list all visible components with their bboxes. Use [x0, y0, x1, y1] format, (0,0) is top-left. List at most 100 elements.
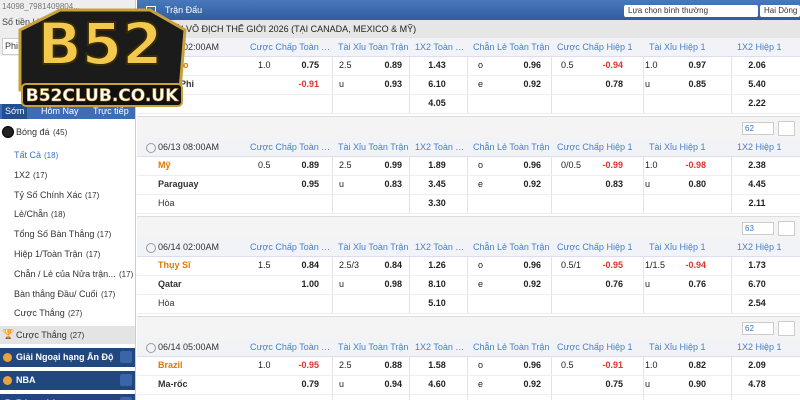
section[interactable]: Giải Ngoại hạng Ấn Độ [16, 352, 114, 362]
tab[interactable]: Trực tiếp [93, 106, 129, 116]
odds-cell[interactable]: 0.92 [523, 179, 541, 189]
menu-count: (17) [85, 190, 100, 200]
logo-title: B52 [38, 10, 163, 78]
tab[interactable]: Sớm [2, 104, 28, 119]
odds-cell[interactable]: 1.73 [748, 260, 766, 270]
team[interactable]: Hòa [158, 198, 175, 208]
highlight[interactable]: Cược Thắng [16, 330, 67, 340]
odds-cell[interactable]: 3.45 [428, 179, 446, 189]
odds-cell[interactable]: 0.88 [384, 360, 402, 370]
odds-cell[interactable]: 1.58 [428, 360, 446, 370]
odds-cell[interactable]: 0.92 [523, 379, 541, 389]
odds-cell[interactable]: 5.40 [748, 79, 766, 89]
menu-item[interactable]: Hiệp 1/Toàn Trận [14, 249, 83, 259]
row-line [137, 213, 800, 214]
odds-cell[interactable]: 8.10 [428, 279, 446, 289]
odds-cell[interactable]: 0.90 [688, 379, 706, 389]
odds-cell[interactable]: 4.60 [428, 379, 446, 389]
odds-cell[interactable]: 0.75 [301, 60, 319, 70]
odds-cell[interactable]: 0.83 [384, 179, 402, 189]
odds-cell[interactable]: 6.70 [748, 279, 766, 289]
team[interactable]: Paraguay [158, 179, 199, 189]
menu-item[interactable]: 1X2 [14, 169, 31, 180]
odds-cell[interactable]: 0.96 [523, 60, 541, 70]
odds-cell[interactable]: 0.96 [523, 360, 541, 370]
odds-cell[interactable]: 0.97 [688, 60, 706, 70]
odds-cell[interactable]: 1.26 [428, 260, 446, 270]
odds-cell[interactable]: 1.43 [428, 60, 446, 70]
menu-item[interactable]: Cược Thắng [14, 308, 65, 319]
odds-cell[interactable]: 4.45 [748, 179, 766, 189]
odds-cell[interactable]: 6.10 [428, 79, 446, 89]
odds-cell[interactable]: 0.95 [301, 179, 319, 189]
menu-item[interactable]: Chẵn / Lẻ của Nửa trận... [14, 268, 116, 279]
odds-cell[interactable]: 0.92 [523, 279, 541, 289]
odds-cell[interactable]: 0.93 [384, 79, 402, 89]
trophy: 🏆 [2, 329, 15, 340]
odds-cell[interactable]: 0.79 [301, 379, 319, 389]
odds-cell[interactable]: 0.76 [688, 279, 706, 289]
odds-cell[interactable]: 0.75 [605, 379, 623, 389]
team[interactable]: Hòa [158, 298, 175, 308]
odds-cell: 0.5 [561, 360, 574, 370]
select[interactable]: Lựa chọn bình thường [624, 5, 758, 17]
odds-cell[interactable]: 0.76 [605, 279, 623, 289]
odds-cell[interactable]: 0.82 [688, 360, 706, 370]
select[interactable]: Hai Dòng [760, 5, 800, 17]
odds-cell[interactable]: -0.94 [602, 60, 623, 70]
odds-cell[interactable]: -0.91 [298, 79, 319, 89]
menu-item[interactable]: Tỷ Số Chính Xác [14, 189, 83, 200]
odds-cell[interactable]: 2.54 [748, 298, 766, 308]
odds-cell[interactable]: 0.89 [384, 60, 402, 70]
odds-cell[interactable]: 2.11 [748, 198, 766, 208]
more-select[interactable]: 62 [742, 122, 774, 135]
odds-cell[interactable]: 2.38 [748, 160, 766, 170]
odds-cell[interactable]: 2.09 [748, 360, 766, 370]
sport[interactable]: Bóng đá [16, 127, 50, 137]
odds-cell[interactable]: 0.89 [301, 160, 319, 170]
team[interactable]: Ma-rốc [158, 379, 188, 389]
menu-item[interactable]: Tổng Số Bàn Thắng [14, 229, 95, 240]
odds-cell[interactable]: 0.80 [688, 179, 706, 189]
more-select[interactable]: 62 [742, 322, 774, 335]
odds-cell[interactable]: 0.92 [523, 79, 541, 89]
odds-cell[interactable]: 1.00 [301, 279, 319, 289]
odds-cell[interactable]: 5.10 [428, 298, 446, 308]
team[interactable]: Qatar [158, 279, 182, 289]
odds-cell[interactable]: -0.91 [602, 360, 623, 370]
odds-cell[interactable]: 0.85 [688, 79, 706, 89]
menu-item[interactable]: Lẻ/Chẵn [14, 209, 49, 220]
menu-count: (18) [44, 151, 59, 160]
team[interactable]: Brazil [158, 360, 183, 370]
odds-cell[interactable]: -0.95 [298, 360, 319, 370]
section[interactable]: NBA [16, 375, 36, 385]
odds-cell[interactable]: 4.05 [428, 98, 446, 108]
section[interactable]: Bóng chày [16, 398, 62, 400]
odds-cell[interactable]: 3.30 [428, 198, 446, 208]
more-select[interactable]: 63 [742, 222, 774, 235]
team[interactable]: Thụy Sĩ [158, 260, 191, 270]
odds-cell[interactable]: 0.84 [301, 260, 319, 270]
odds-cell[interactable]: 2.22 [748, 98, 766, 108]
odds-cell[interactable]: 0.98 [384, 279, 402, 289]
odds-cell[interactable]: 0.84 [384, 260, 402, 270]
divider [467, 56, 468, 114]
menu-item[interactable]: Tất Cả [14, 150, 42, 160]
odds-cell[interactable]: 2.06 [748, 60, 766, 70]
odds-cell[interactable]: -0.99 [602, 160, 623, 170]
odds-cell[interactable]: 0.94 [384, 379, 402, 389]
odds-cell[interactable]: -0.94 [685, 260, 706, 270]
team[interactable]: Mỹ [158, 160, 171, 170]
odds-cell[interactable]: 0.78 [605, 79, 623, 89]
odds-cell[interactable]: 0.96 [523, 260, 541, 270]
tab[interactable]: Hôm Nay [41, 106, 79, 116]
odds-cell[interactable]: -0.98 [685, 160, 706, 170]
odds-cell[interactable]: 0.99 [384, 160, 402, 170]
menu-item[interactable]: Bàn thắng Đầu/ Cuối [14, 288, 98, 299]
odds-cell[interactable]: 1.89 [428, 160, 446, 170]
odds-cell[interactable]: 0.96 [523, 160, 541, 170]
odds-cell[interactable]: -0.95 [602, 260, 623, 270]
odds-cell[interactable]: 4.78 [748, 379, 766, 389]
odds-cell[interactable]: 0.83 [605, 179, 623, 189]
